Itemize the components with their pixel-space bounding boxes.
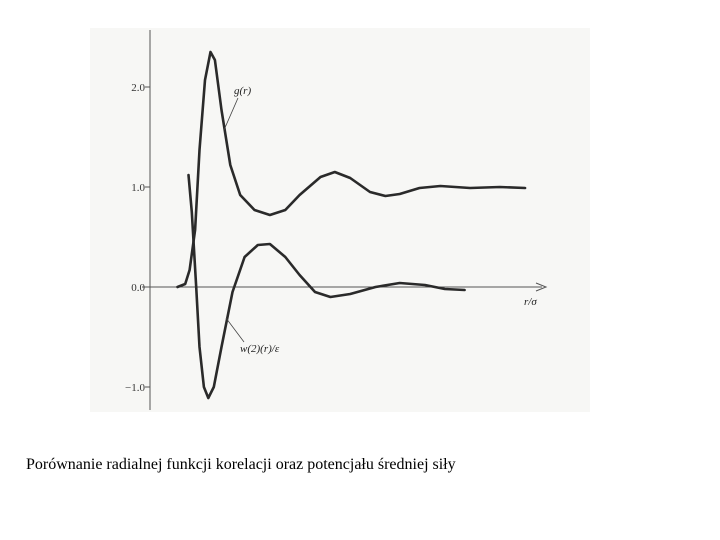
label-leader xyxy=(225,317,245,343)
series-line xyxy=(176,50,527,289)
y-tick-label: 2.0 xyxy=(131,82,145,94)
series-label: w(2)(r)/ε xyxy=(240,343,280,355)
scan-background xyxy=(90,28,590,412)
x-axis-label: r/σ xyxy=(524,296,537,308)
x-axis-arrow xyxy=(535,282,548,292)
chart: −1.0 0.0 1.0 2.0 r/σ g(r) w(2)(r)/ε xyxy=(90,28,590,412)
y-tick-label: 1.0 xyxy=(131,182,145,194)
y-tick-label: −1.0 xyxy=(125,382,145,394)
caption: Porównanie radialnej funkcji korelacji o… xyxy=(26,456,456,473)
series-line xyxy=(187,173,466,400)
y-tick-label: 0.0 xyxy=(131,282,145,294)
series-label: g(r) xyxy=(234,85,251,97)
label-leader xyxy=(223,97,239,131)
